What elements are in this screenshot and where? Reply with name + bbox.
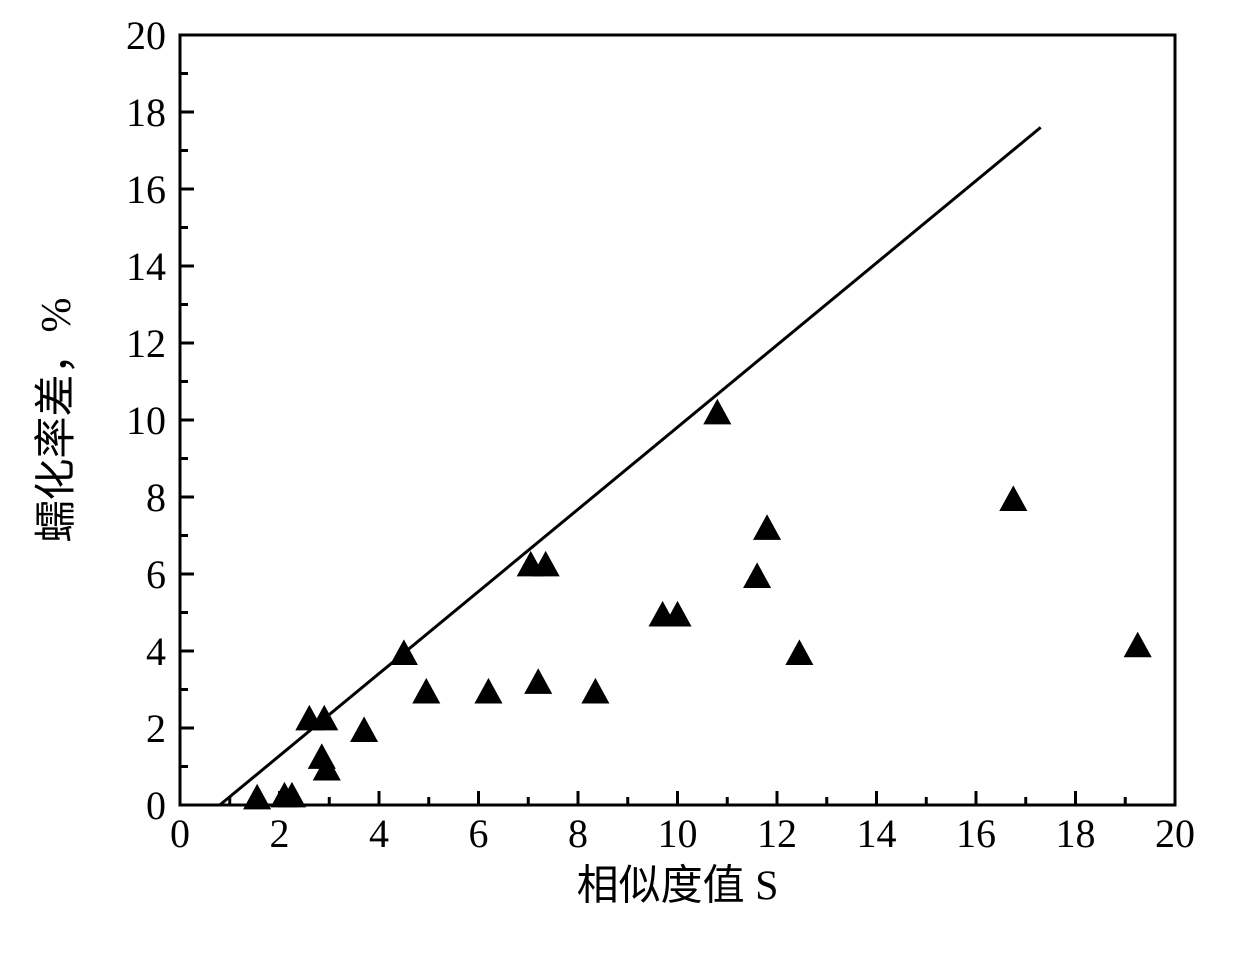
y-tick-label: 14	[126, 244, 166, 289]
y-tick-label: 16	[126, 167, 166, 212]
x-tick-label: 16	[956, 811, 996, 856]
x-axis-label: 相似度值 S	[577, 864, 779, 910]
x-tick-label: 4	[369, 811, 389, 856]
x-tick-label: 10	[658, 811, 698, 856]
y-tick-label: 20	[126, 13, 166, 58]
x-tick-label: 20	[1155, 811, 1195, 856]
y-axis-label: 蠕化率差，%	[33, 298, 80, 543]
y-tick-label: 8	[146, 475, 166, 520]
y-tick-label: 12	[126, 321, 166, 366]
x-tick-label: 18	[1056, 811, 1096, 856]
x-tick-label: 8	[568, 811, 588, 856]
y-tick-label: 18	[126, 90, 166, 135]
chart-svg: 0 2 4 6 8 10 12 14 16 18 20 0 2 4 6 8 10 12 14 16 18 20 相似度值 S…	[0, 0, 1240, 956]
y-tick-label: 6	[146, 552, 166, 597]
y-tick-label: 10	[126, 398, 166, 443]
x-tick-label: 6	[469, 811, 489, 856]
x-tick-label: 14	[857, 811, 897, 856]
y-tick-label: 4	[146, 629, 166, 674]
x-tick-label: 2	[270, 811, 290, 856]
y-tick-label: 0	[146, 783, 166, 828]
scatter-chart: 0 2 4 6 8 10 12 14 16 18 20 0 2 4 6 8 10 12 14 16 18 20 相似度值 S…	[0, 0, 1240, 956]
y-tick-label: 2	[146, 706, 166, 751]
x-tick-label: 0	[170, 811, 190, 856]
x-tick-label: 12	[757, 811, 797, 856]
